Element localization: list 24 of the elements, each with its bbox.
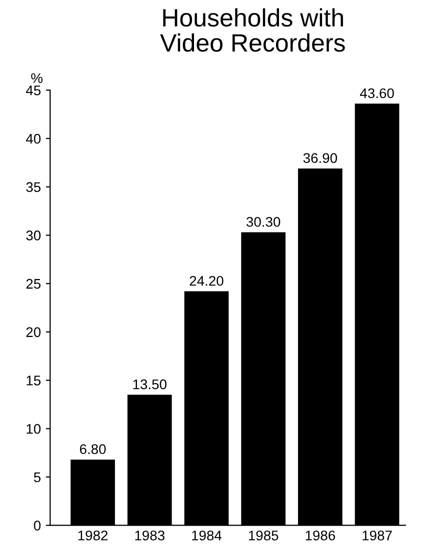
- y-tick-label: 10: [26, 424, 41, 434]
- y-tick-label: 20: [26, 327, 41, 338]
- data-label: 6.80: [80, 444, 106, 454]
- x-tick-label: 1985: [248, 530, 278, 540]
- y-tick-label: 35: [26, 182, 41, 192]
- data-label: 13.50: [133, 379, 166, 390]
- x-tick-label: 1986: [306, 530, 336, 540]
- y-tick-label: 5: [34, 472, 41, 482]
- y-tick-label: 40: [26, 134, 41, 144]
- y-axis-title: %: [31, 73, 43, 83]
- y-tick-label: 30: [26, 230, 41, 240]
- data-label: 24.20: [190, 276, 224, 286]
- data-label: 30.30: [246, 216, 280, 227]
- x-tick-label: 1983: [135, 530, 164, 540]
- data-label: 43.60: [360, 88, 394, 98]
- x-tick-label: 1982: [78, 530, 108, 540]
- x-tick-label: 1984: [192, 530, 222, 540]
- x-tick-label: 1987: [362, 530, 392, 540]
- data-label: 36.90: [303, 153, 338, 163]
- y-tick-label: 25: [26, 278, 41, 289]
- chart-title: Households with Video Recorders: [160, 8, 345, 52]
- y-tick-label: 45: [26, 86, 41, 96]
- y-tick-label: 0: [34, 520, 41, 531]
- y-tick-label: 15: [26, 376, 41, 386]
